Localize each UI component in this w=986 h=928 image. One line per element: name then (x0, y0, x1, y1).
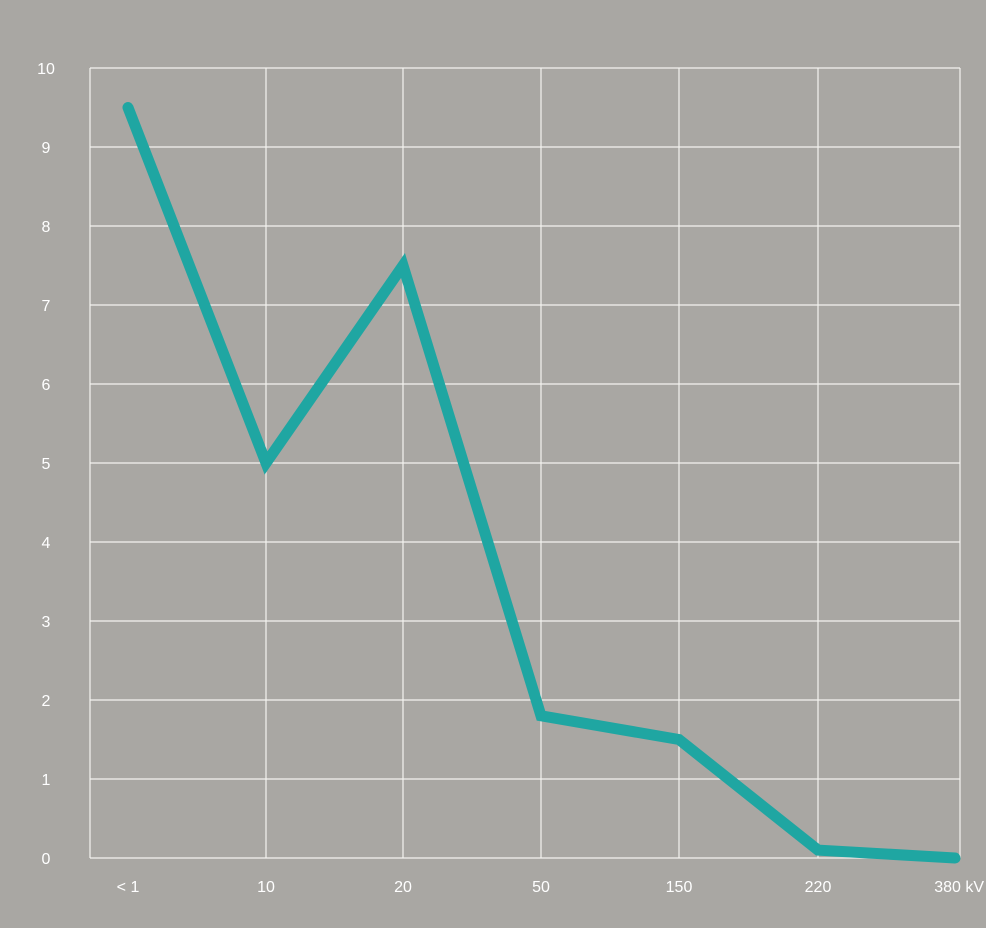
y-tick-label: 4 (42, 535, 51, 552)
data-point (402, 265, 404, 266)
x-tick-label: 220 (805, 879, 832, 896)
y-tick-label: 2 (42, 693, 51, 710)
data-point (817, 849, 819, 851)
x-axis-ticks: < 1 10 20 50 150 220 380 kV (117, 879, 985, 896)
y-axis-ticks: 0 1 2 3 4 5 6 7 8 9 10 (37, 61, 55, 868)
x-tick-label: 20 (394, 879, 412, 896)
y-tick-label: 10 (37, 61, 55, 78)
data-point (540, 715, 542, 717)
x-tick-label: 150 (666, 879, 693, 896)
x-tick-label: < 1 (117, 879, 140, 896)
x-tick-label: 10 (257, 879, 275, 896)
y-tick-label: 0 (42, 851, 51, 868)
y-tick-label: 1 (42, 772, 51, 789)
data-point (265, 462, 267, 464)
x-tick-label: 380 kV (934, 879, 984, 896)
data-point (954, 857, 956, 859)
y-tick-label: 9 (42, 140, 51, 157)
y-tick-label: 3 (42, 614, 51, 631)
x-tick-label: 50 (532, 879, 550, 896)
y-tick-label: 6 (42, 377, 51, 394)
grid (89, 67, 961, 859)
data-point (127, 107, 129, 108)
y-tick-label: 8 (42, 219, 51, 236)
data-point (678, 739, 680, 740)
y-tick-label: 7 (42, 298, 51, 315)
y-tick-label: 5 (42, 456, 51, 473)
series-group (122, 102, 961, 864)
